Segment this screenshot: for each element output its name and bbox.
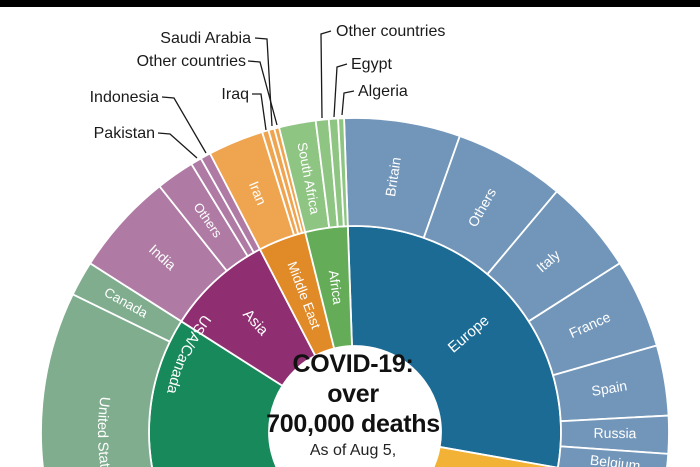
- callout-line-indonesia: [161, 96, 207, 154]
- ring-label-spain: Spain: [590, 377, 628, 399]
- segment-united-states: [40, 293, 172, 467]
- callout-label-algeria: Algeria: [358, 83, 408, 100]
- callout-label-indonesia: Indonesia: [90, 89, 159, 106]
- callout-label-other-countries: Other countries: [137, 53, 246, 70]
- callout-line-algeria: [341, 90, 355, 116]
- callout-label-saudi-arabia: Saudi Arabia: [160, 30, 251, 47]
- callout-line-pakistan: [157, 132, 198, 159]
- callout-label-pakistan: Pakistan: [94, 125, 155, 142]
- callout-line-saudi-arabia: [254, 37, 273, 127]
- callout-line-egypt: [333, 63, 348, 118]
- top-black-bar: [0, 0, 700, 7]
- center-circle: [269, 346, 441, 467]
- title-line-1: COVID-19:: [292, 350, 414, 378]
- callout-label-other-countries: Other countries: [336, 23, 445, 40]
- ring-label-united-states: United States: [94, 396, 115, 467]
- callout-line-iraq: [252, 93, 267, 131]
- ring-label-russia: Russia: [594, 425, 637, 441]
- segment-region-latin-america: [432, 445, 559, 467]
- title-subtitle: As of Aug 5,: [309, 442, 397, 459]
- segment-algeria: [337, 117, 349, 228]
- chart-center-title: COVID-19: over 700,000 deaths As of Aug …: [218, 349, 488, 460]
- ring-label-belgium: Belgium: [589, 452, 641, 467]
- title-line-2: over: [327, 380, 379, 408]
- callout-label-iraq: Iraq: [221, 86, 249, 103]
- ring-label-africa: Africa: [326, 269, 346, 306]
- callout-label-egypt: Egypt: [351, 56, 392, 73]
- callout-line-other-countries: [320, 30, 332, 119]
- callout-line-other-countries: [247, 60, 278, 126]
- title-line-3: 700,000 deaths: [266, 410, 440, 438]
- segment-belgium: [557, 445, 670, 467]
- ring-label-britain: Britain: [382, 156, 404, 198]
